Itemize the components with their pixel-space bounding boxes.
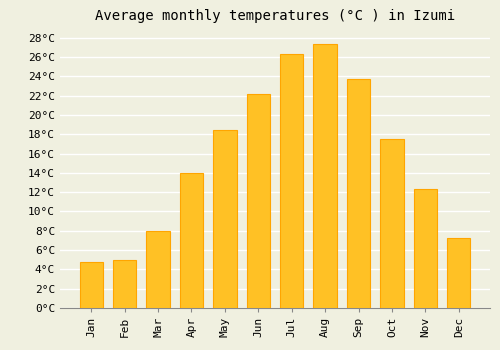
Bar	[80, 262, 103, 308]
Bar	[414, 189, 437, 308]
Bar	[314, 44, 337, 308]
Bar	[113, 260, 136, 308]
Bar	[447, 238, 470, 308]
Bar	[380, 139, 404, 308]
Bar	[180, 173, 203, 308]
Bar	[347, 79, 370, 308]
Bar	[246, 94, 270, 308]
Title: Average monthly temperatures (°C ) in Izumi: Average monthly temperatures (°C ) in Iz…	[95, 9, 455, 23]
Bar	[146, 231, 170, 308]
Bar	[213, 130, 236, 308]
Bar	[280, 54, 303, 308]
